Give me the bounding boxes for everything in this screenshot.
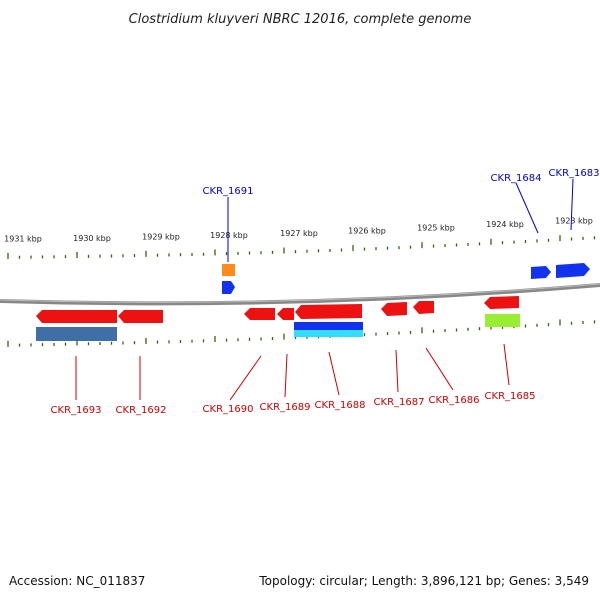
map-title: Clostridium kluyveri NBRC 12016, complet…	[129, 12, 472, 27]
gene-ckr-1690[interactable]	[244, 308, 275, 320]
label-ckr-1690[interactable]: CKR_1690	[203, 404, 254, 415]
top-strand-genes	[222, 263, 590, 294]
top-ticks	[7, 235, 596, 259]
gene-ckr-1685-green[interactable]	[485, 314, 520, 327]
scale-label: 1926 kbp	[348, 227, 386, 236]
tick-labels: 1931 kbp 1930 kbp 1929 kbp 1928 kbp 1927 kbp…	[4, 216, 593, 243]
gene-labels: CKR_1691 CKR_1684 CKR_1683 CKR_1693 CKR_…	[51, 168, 600, 416]
leader-ckr-1683	[570, 178, 574, 231]
label-ckr-1689[interactable]: CKR_1689	[260, 402, 311, 413]
gene-ckr-1693[interactable]	[36, 310, 117, 323]
scale-label: 1927 kbp	[280, 229, 318, 238]
gene-ckr-1688[interactable]	[295, 304, 362, 319]
gene-ckr-1692[interactable]	[118, 310, 163, 323]
leader-ckr-1684	[515, 182, 539, 234]
label-ckr-1688[interactable]: CKR_1688	[315, 400, 366, 411]
gene-ckr-1688-blue[interactable]	[294, 322, 363, 330]
label-ckr-1691[interactable]: CKR_1691	[203, 186, 254, 197]
leader-ckr-1689	[284, 353, 288, 398]
gene-ckr-1685[interactable]	[484, 296, 519, 309]
scale-label: 1925 kbp	[417, 223, 455, 232]
gene-ckr-1684[interactable]	[531, 266, 551, 279]
leader-ckr-1686	[425, 347, 454, 391]
gene-ckr-1691[interactable]	[222, 281, 235, 294]
gene-ckr-1689[interactable]	[277, 308, 294, 320]
bottom-ticks	[7, 319, 596, 347]
leader-ckr-1690	[229, 355, 262, 401]
label-ckr-1686[interactable]: CKR_1686	[429, 395, 480, 406]
gene-ckr-1683[interactable]	[556, 263, 590, 278]
scale-label: 1931 kbp	[4, 235, 42, 244]
scale-label: 1928 kbp	[210, 231, 248, 240]
scale-label: 1923 kbp	[555, 216, 593, 225]
leader-ckr-1687	[395, 349, 399, 393]
accession-text: Accession: NC_011837	[9, 574, 146, 588]
label-ckr-1685[interactable]: CKR_1685	[485, 391, 536, 402]
label-ckr-1687[interactable]: CKR_1687	[374, 397, 425, 408]
gene-ckr-1693-alt[interactable]	[36, 327, 117, 341]
scale-label: 1929 kbp	[142, 233, 180, 242]
label-ckr-1693[interactable]: CKR_1693	[51, 405, 102, 416]
gene-ckr-1688-cyan[interactable]	[294, 330, 363, 337]
scale-label: 1924 kbp	[486, 220, 524, 229]
gene-orange[interactable]	[222, 264, 235, 276]
label-ckr-1683[interactable]: CKR_1683	[549, 168, 600, 179]
genome-backbone-highlight	[0, 283, 600, 303]
gene-ckr-1686[interactable]	[413, 301, 434, 314]
genome-summary-text: Topology: circular; Length: 3,896,121 bp…	[259, 574, 589, 588]
genome-backbone	[0, 283, 600, 306]
leader-ckr-1688	[328, 351, 340, 396]
label-ckr-1684[interactable]: CKR_1684	[491, 173, 542, 184]
bottom-strand-genes	[36, 296, 520, 341]
leader-ckr-1685	[503, 343, 510, 386]
label-ckr-1692[interactable]: CKR_1692	[116, 405, 167, 416]
gene-ckr-1687[interactable]	[381, 302, 407, 316]
scale-label: 1930 kbp	[73, 234, 111, 243]
